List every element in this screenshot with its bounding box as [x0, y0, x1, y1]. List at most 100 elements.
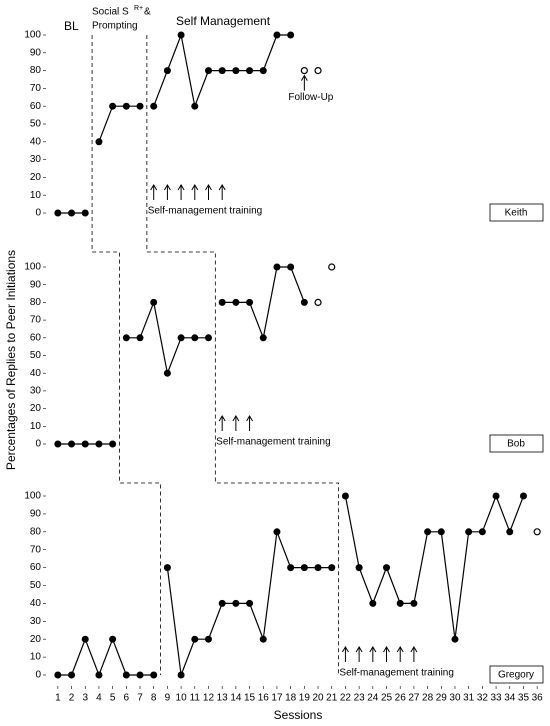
participant-box — [489, 434, 544, 453]
data-point — [273, 31, 281, 39]
x-tick-label: 11 — [190, 693, 201, 704]
x-tick-label: 30 — [449, 693, 461, 704]
x-tick-label: 18 — [285, 693, 297, 704]
y-tick-label: 10 — [30, 421, 42, 432]
annotation: Self-management training — [339, 668, 454, 679]
participant-box — [489, 665, 544, 684]
data-point — [287, 564, 295, 572]
y-tick-label: 50 — [30, 350, 42, 361]
x-tick-label: 22 — [340, 693, 352, 704]
x-tick-label: 15 — [244, 693, 256, 704]
data-line — [57, 637, 154, 677]
x-tick-label: 26 — [395, 693, 407, 704]
y-tick-label: 20 — [30, 403, 42, 414]
data-point — [163, 67, 171, 75]
y-tick-label: 90 — [30, 47, 42, 58]
data-point — [81, 440, 89, 448]
x-tick-label: 17 — [271, 693, 283, 704]
training-arrow-head — [163, 184, 171, 191]
data-point — [81, 209, 89, 217]
data-point — [451, 635, 459, 643]
training-arrow-head — [355, 646, 363, 653]
data-point — [218, 67, 226, 75]
y-axis-label: Percentages of Replies to Peer Initiatio… — [4, 250, 18, 470]
training-arrow-head — [218, 184, 226, 191]
data-point — [136, 102, 144, 110]
data-point — [191, 334, 199, 342]
data-point — [177, 334, 185, 342]
y-tick-label: 90 — [30, 279, 42, 290]
data-point — [424, 528, 432, 536]
y-tick-label: 90 — [30, 509, 42, 520]
participant-box — [489, 203, 544, 222]
data-point — [259, 67, 267, 75]
data-point — [328, 564, 336, 572]
x-tick-label: 7 — [137, 693, 143, 704]
y-tick-label: 100 — [24, 30, 41, 41]
data-point — [273, 263, 281, 271]
data-point — [204, 67, 212, 75]
data-point — [136, 671, 144, 679]
data-point — [122, 334, 130, 342]
data-point — [465, 528, 473, 536]
x-tick-label: 29 — [436, 693, 448, 704]
x-tick-label: 16 — [258, 693, 270, 704]
data-point — [232, 67, 240, 75]
data-point — [492, 492, 500, 500]
y-tick-label: 0 — [35, 670, 41, 681]
y-tick-label: 100 — [24, 262, 41, 273]
x-tick-label: 28 — [422, 693, 434, 704]
y-tick-label: 60 — [30, 562, 42, 573]
data-point — [218, 599, 226, 607]
x-tick-label: 32 — [477, 693, 489, 704]
x-tick-label: 9 — [165, 693, 171, 704]
y-tick-label: 30 — [30, 154, 42, 165]
data-point — [437, 528, 445, 536]
x-tick-label: 5 — [110, 693, 116, 704]
data-point — [300, 298, 308, 306]
data-point — [519, 492, 527, 500]
data-point — [68, 209, 76, 217]
annotation-arrow-head — [300, 74, 308, 81]
data-point — [232, 298, 240, 306]
x-tick-label: 21 — [326, 693, 338, 704]
y-tick-label: 40 — [30, 368, 42, 379]
annotation: Self-management training — [148, 206, 263, 217]
y-tick-label: 80 — [30, 297, 42, 308]
y-tick-label: 50 — [30, 580, 42, 591]
data-point — [232, 599, 240, 607]
x-tick-label: 1 — [55, 693, 61, 704]
x-tick-label: 25 — [381, 693, 393, 704]
y-tick-label: 40 — [30, 598, 42, 609]
y-tick-label: 20 — [30, 634, 42, 645]
data-point — [218, 298, 226, 306]
data-point — [81, 635, 89, 643]
follow-up-point — [300, 66, 308, 75]
y-tick-label: 20 — [30, 172, 42, 183]
training-arrow-head — [177, 184, 185, 191]
data-point — [150, 102, 158, 110]
data-point — [109, 102, 117, 110]
x-tick-label: 12 — [203, 693, 215, 704]
y-tick-label: 70 — [30, 544, 42, 555]
annotation: Follow-Up — [288, 92, 333, 103]
x-tick-label: 2 — [69, 693, 75, 704]
annotation: Self-management training — [216, 437, 331, 448]
follow-up-point — [533, 528, 541, 536]
data-line — [344, 494, 525, 640]
follow-up-point — [328, 263, 336, 271]
y-tick-label: 80 — [30, 65, 42, 76]
data-point — [150, 298, 158, 306]
y-tick-label: 40 — [30, 136, 42, 147]
y-tick-label: 60 — [30, 332, 42, 343]
data-point — [136, 334, 144, 342]
data-point — [95, 138, 103, 146]
data-point — [109, 440, 117, 448]
participant-name: Gregory — [498, 670, 534, 681]
data-point — [259, 334, 267, 342]
training-arrow-head — [232, 415, 240, 422]
x-tick-label: 14 — [230, 693, 242, 704]
data-point — [204, 635, 212, 643]
x-tick-label: 31 — [463, 693, 475, 704]
